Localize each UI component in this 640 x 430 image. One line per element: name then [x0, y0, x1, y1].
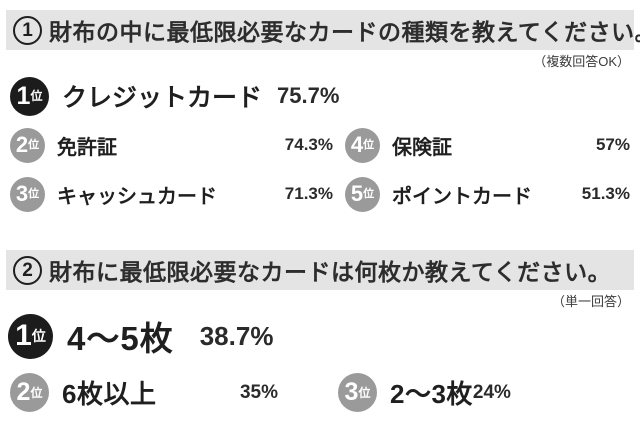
rank-number: 3 — [15, 181, 29, 206]
q1-rank3-label: キャッシュカード — [57, 185, 217, 208]
question-2-answer-type-note: （単一回答） — [551, 294, 630, 309]
q2-rank1-value: 38.7% — [199, 320, 274, 351]
q1-rank4-badge: 4 位 — [345, 127, 380, 163]
question-1-answer-type-note: （複数回答OK） — [533, 54, 630, 69]
q2-rank1-label: 4～5枚 — [67, 320, 174, 357]
q2-rank2-row: 2 位 6枚以上 35% — [10, 373, 330, 412]
rank-number: 2 — [15, 132, 29, 157]
question-2-number: 2 — [22, 259, 33, 281]
q2-rank3-badge: 3 位 — [338, 373, 377, 412]
question-2-section: 2 財布に最低限必要なカードは何枚か教えてください。 （単一回答） 1 位 4～… — [0, 250, 640, 412]
rank-number: 2 — [16, 378, 31, 406]
q1-rank1-value: 75.7% — [277, 83, 340, 108]
rank-number: 4 — [350, 132, 364, 157]
question-1-title: 財布の中に最低限必要なカードの種類を教えてください。 — [49, 19, 640, 45]
rank-suffix: 位 — [30, 89, 43, 103]
rank-number: 5 — [350, 181, 364, 206]
rank-number: 1 — [16, 81, 31, 110]
q1-rank2-badge: 2 位 — [10, 127, 45, 163]
question-1-section: 1 財布の中に最低限必要なカードの種類を教えてください。 （複数回答OK） 1 … — [0, 10, 640, 212]
rank-suffix: 位 — [31, 328, 46, 344]
question-1-number-circle-icon: 1 — [13, 15, 42, 45]
question-2-header: 2 財布に最低限必要なカードは何枚か教えてください。 — [6, 250, 634, 290]
rank-number: 1 — [15, 319, 32, 352]
q1-rank5-label: ポイントカード — [392, 185, 532, 208]
q2-rank2-value: 35% — [239, 381, 278, 403]
q1-rank5-row: 5 位 ポイントカード 51.3% — [345, 176, 640, 212]
question-1-number: 1 — [22, 19, 33, 41]
q2-answers-grid: 2 位 6枚以上 35% 3 位 2～3枚 24% — [10, 373, 640, 412]
q1-rank5-badge: 5 位 — [345, 176, 380, 212]
q2-rank3-row: 3 位 2～3枚 24% — [330, 373, 640, 412]
rank-suffix: 位 — [28, 187, 40, 200]
rank-suffix: 位 — [363, 138, 375, 151]
q2-rank3-label: 2～3枚 — [390, 379, 473, 409]
q2-rank2-badge: 2 位 — [10, 373, 49, 412]
rank-suffix: 位 — [358, 385, 371, 400]
q2-rank3-value: 24% — [472, 381, 511, 403]
rank-number: 3 — [344, 378, 359, 406]
q1-rank2-row: 2 位 免許証 74.3% — [10, 127, 335, 163]
q1-rank4-row: 4 位 保険証 57% — [345, 127, 640, 163]
q1-rank3-value: 71.3% — [284, 184, 333, 203]
question-2-number-circle-icon: 2 — [13, 255, 42, 285]
q1-rank5-value: 51.3% — [581, 184, 630, 203]
rank-suffix: 位 — [28, 138, 40, 151]
question-2-title: 財布に最低限必要なカードは何枚か教えてください。 — [49, 259, 612, 285]
q1-rank4-label: 保険証 — [392, 136, 452, 159]
q2-rank1-row: 1 位 4～5枚 38.7% — [8, 313, 640, 359]
q1-rank3-badge: 3 位 — [10, 176, 45, 212]
q1-rank3-row: 3 位 キャッシュカード 71.3% — [10, 176, 335, 212]
q1-rank1-label: クレジットカード — [62, 84, 263, 112]
question-1-header: 1 財布の中に最低限必要なカードの種類を教えてください。 — [6, 10, 640, 50]
q1-rank1-row: 1 位 クレジットカード 75.7% — [10, 75, 640, 117]
q2-rank2-label: 6枚以上 — [62, 379, 157, 409]
q1-rank4-value: 57% — [595, 135, 630, 154]
rank-suffix: 位 — [30, 385, 43, 400]
q2-rank1-badge: 1 位 — [8, 313, 53, 359]
q1-rank2-value: 74.3% — [284, 135, 333, 154]
rank-suffix: 位 — [363, 187, 375, 200]
q1-rank2-label: 免許証 — [57, 136, 117, 159]
q1-answers-grid: 2 位 免許証 74.3% 4 位 保険証 57% 3 位 キャッシュカー — [10, 127, 640, 212]
q1-rank1-badge: 1 位 — [10, 76, 49, 116]
